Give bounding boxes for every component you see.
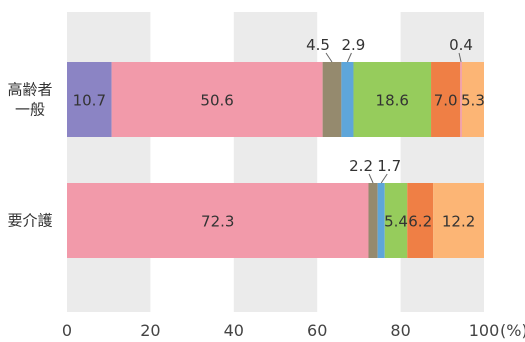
data-label: 5.4 — [384, 213, 408, 231]
leader-lines — [325, 52, 462, 184]
bar-segment — [341, 62, 354, 137]
bar-segment — [111, 62, 323, 137]
leader-line — [458, 52, 462, 63]
category-label: 要介護 — [7, 212, 52, 230]
bar-segments — [67, 62, 484, 258]
data-label: 12.2 — [442, 213, 475, 231]
bar-segment — [368, 183, 378, 258]
x-tick-label: 60 — [307, 321, 327, 340]
bar-segment — [353, 62, 432, 137]
data-label: 50.6 — [200, 92, 233, 110]
category-label: 一般 — [15, 101, 45, 119]
grid-band — [400, 12, 484, 312]
grid-band — [67, 12, 151, 312]
x-axis-ticks: 0 20 40 60 80 100 (%) — [62, 321, 525, 340]
bar-segment — [433, 183, 484, 258]
data-label: 18.6 — [376, 92, 409, 110]
bar-segment — [461, 62, 484, 137]
category-label: 高齢者 — [7, 81, 52, 99]
data-label: 2.9 — [342, 36, 366, 54]
bar-segment — [407, 183, 434, 258]
leader-line — [380, 173, 388, 184]
bar-segment — [67, 183, 369, 258]
data-label: 1.7 — [377, 157, 401, 175]
grid-bands — [67, 12, 484, 312]
bar-segment — [377, 183, 385, 258]
bar-segment — [384, 183, 408, 258]
data-label: 7.0 — [434, 92, 458, 110]
bar-segment — [431, 62, 461, 137]
bar-segment — [322, 62, 342, 137]
x-tick-label: 20 — [140, 321, 160, 340]
bar-segment — [67, 62, 112, 137]
data-label: 5.3 — [461, 92, 485, 110]
data-labels: 10.7 50.6 4.5 2.9 18.6 7.0 0.4 5.3 72.3 2.2 1.7 5.4… — [73, 36, 485, 231]
data-label: 2.2 — [349, 157, 373, 175]
leader-line — [368, 173, 374, 184]
data-label: 4.5 — [306, 36, 330, 54]
grid-band — [233, 12, 318, 312]
data-label: 10.7 — [73, 92, 106, 110]
data-label: 0.4 — [449, 36, 473, 54]
x-tick-label: 0 — [62, 321, 72, 340]
x-tick-label: 80 — [390, 321, 410, 340]
x-axis-unit: (%) — [500, 321, 525, 340]
data-label: 6.2 — [408, 213, 432, 231]
x-tick-label: 40 — [224, 321, 244, 340]
leader-line — [325, 52, 333, 63]
leader-line — [346, 52, 352, 63]
x-tick-label: 100 — [469, 321, 500, 340]
data-label: 72.3 — [201, 213, 234, 231]
bar-segment — [460, 62, 462, 137]
